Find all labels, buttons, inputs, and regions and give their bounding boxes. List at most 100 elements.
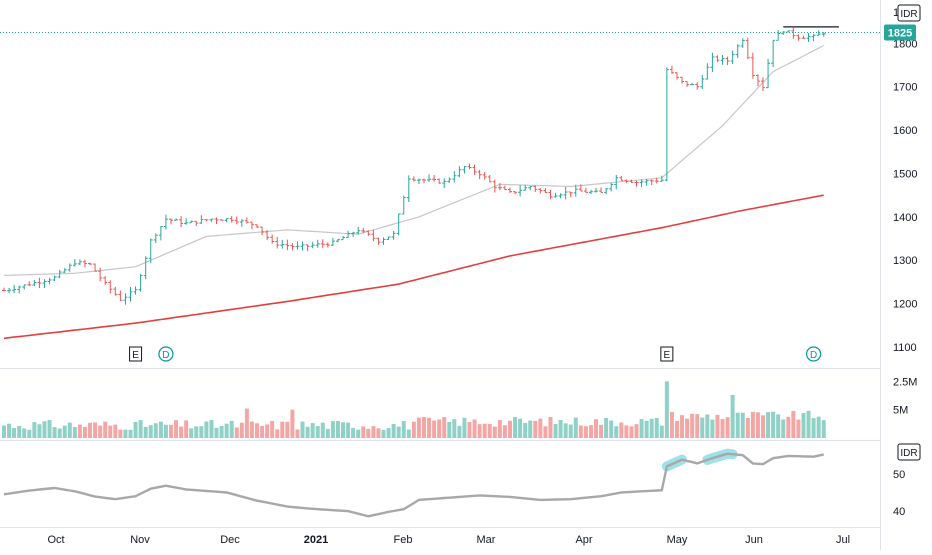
volume-bar <box>320 422 325 438</box>
volume-bar <box>791 410 796 438</box>
earnings-marker[interactable]: E <box>660 346 674 362</box>
ohlc-bar <box>482 172 487 180</box>
ohlc-bar <box>553 192 558 198</box>
volume-bar <box>821 420 826 438</box>
volume-bar <box>244 408 249 438</box>
ohlc-bar <box>477 169 482 180</box>
ohlc-bar <box>806 32 811 42</box>
volume-bar <box>447 421 452 438</box>
volume-bar <box>502 425 507 438</box>
price-tick-label: 1500 <box>893 168 917 180</box>
volume-bar <box>771 411 776 438</box>
volume-bar <box>487 423 492 438</box>
volume-bar <box>619 422 624 438</box>
ohlc-bar <box>244 217 249 224</box>
ohlc-bar <box>351 231 356 237</box>
volume-layer <box>2 381 826 438</box>
price-tick-label: 1100 <box>893 342 917 354</box>
volume-bar <box>386 428 391 438</box>
volume-bar <box>260 425 265 438</box>
volume-bar <box>649 418 654 438</box>
ohlc-bar <box>128 287 133 302</box>
ohlc-bar <box>325 242 330 248</box>
ohlc-bar <box>796 34 801 41</box>
earnings-marker[interactable]: E <box>129 346 143 362</box>
volume-bar <box>214 427 219 438</box>
volume-bar <box>659 425 664 438</box>
volume-bar <box>204 421 209 438</box>
volume-bar <box>563 423 568 438</box>
dividend-marker[interactable]: D <box>805 346 822 362</box>
volume-bar <box>113 424 118 438</box>
ohlc-bar <box>674 72 679 80</box>
volume-bar <box>158 421 163 438</box>
volume-bar <box>184 420 189 438</box>
ohlc-bar <box>649 179 654 186</box>
volume-axis: 5M 2.5M <box>893 376 917 416</box>
volume-bar <box>189 428 194 438</box>
volume-bar <box>710 419 715 438</box>
ohlc-bar <box>255 224 259 228</box>
volume-bar <box>108 425 113 438</box>
last-price-badge <box>884 24 916 41</box>
ohlc-bar <box>518 185 523 197</box>
ohlc-bar <box>755 74 760 87</box>
volume-bar <box>52 427 57 438</box>
ohlc-bar <box>594 187 599 193</box>
volume-bar <box>88 422 93 438</box>
ohlc-bar <box>644 178 649 186</box>
time-tick-label: Jul <box>836 534 850 546</box>
ohlc-bar <box>22 284 27 290</box>
ohlc-bar <box>138 273 143 292</box>
ohlc-bar <box>695 82 700 90</box>
volume-bar <box>513 417 518 438</box>
price-tick-label: 1300 <box>893 255 917 267</box>
volume-bar <box>62 425 67 438</box>
volume-bar <box>27 429 32 438</box>
ohlc-bar <box>305 244 310 252</box>
volume-bar <box>528 420 533 438</box>
ohlc-bar <box>204 219 209 222</box>
ohlc-bar <box>492 179 497 193</box>
ohlc-bar <box>77 259 82 266</box>
ohlc-bar <box>52 275 57 281</box>
ohlc-bar <box>750 52 755 79</box>
ohlc-bar <box>427 174 432 183</box>
ohlc-bar <box>239 219 244 227</box>
volume-bar <box>421 416 426 438</box>
ohlc-bar <box>416 178 421 185</box>
volume-bar <box>624 425 629 438</box>
volume-bar <box>163 424 168 438</box>
volume-bar <box>781 419 786 438</box>
ohlc-bar <box>62 268 67 273</box>
volume-bar <box>644 420 649 438</box>
dividend-marker[interactable]: D <box>158 346 174 362</box>
ohlc-bar <box>376 237 381 245</box>
volume-bar <box>199 426 204 438</box>
ohlc-bar <box>669 65 674 74</box>
volume-bar <box>654 417 659 438</box>
volume-bar <box>558 419 563 438</box>
time-tick-label: Oct <box>47 534 64 546</box>
ohlc-bar <box>786 30 791 33</box>
currency-button[interactable] <box>897 4 921 22</box>
volume-bar <box>143 426 148 438</box>
ohlc-bar <box>386 236 391 240</box>
volume-bar <box>148 425 153 438</box>
volume-bar <box>508 420 512 438</box>
ohlc-bar <box>184 218 189 225</box>
currency-label: IDR <box>900 9 917 20</box>
volume-bar <box>224 423 229 438</box>
rs-currency-button[interactable] <box>897 443 921 461</box>
ohlc-bar <box>801 35 806 39</box>
volume-bar <box>82 426 87 438</box>
time-tick-label: Nov <box>130 534 150 546</box>
volume-tick-label: 5M <box>893 405 908 417</box>
volume-bar <box>138 420 143 438</box>
volume-bar <box>361 426 366 438</box>
volume-bar <box>437 419 442 438</box>
ohlc-bar <box>32 280 37 286</box>
volume-bar <box>411 421 416 438</box>
